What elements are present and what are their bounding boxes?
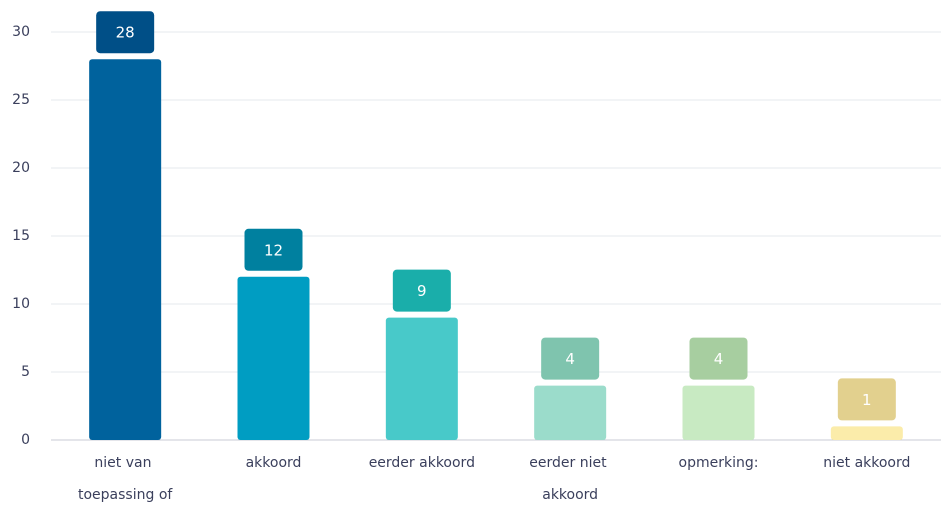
data-label: 4 [565, 350, 575, 368]
x-tick-label: opmerking: [679, 455, 759, 471]
x-tick-label: akkoord [246, 455, 302, 471]
bar [830, 426, 903, 440]
y-tick-label: 0 [21, 432, 30, 448]
y-tick-label: 10 [12, 296, 30, 312]
y-tick-label: 15 [12, 228, 30, 244]
data-label-box [96, 11, 155, 54]
data-label: 1 [862, 391, 872, 409]
bar [237, 276, 310, 440]
x-tick-label: niet akkoord [823, 455, 910, 471]
bar [385, 317, 458, 440]
data-label-box [689, 337, 748, 380]
bar [534, 385, 607, 440]
bar [682, 385, 755, 440]
y-tick-label: 20 [12, 160, 30, 176]
data-label: 4 [714, 350, 724, 368]
data-label-box [837, 378, 896, 421]
x-tick-label: niet van toepassing of [78, 455, 173, 503]
data-label-box [244, 228, 303, 271]
data-label-box [541, 337, 600, 380]
y-tick-label: 30 [12, 24, 30, 40]
data-label: 28 [116, 24, 135, 42]
data-label-box [392, 269, 451, 312]
x-tick-label: eerder niet akkoord [529, 455, 611, 503]
bar [89, 59, 162, 440]
y-tick-label: 25 [12, 92, 30, 108]
y-tick-label: 5 [21, 364, 30, 380]
data-label: 12 [264, 241, 283, 259]
x-tick-label: eerder akkoord [369, 455, 475, 471]
data-label: 9 [417, 282, 427, 300]
